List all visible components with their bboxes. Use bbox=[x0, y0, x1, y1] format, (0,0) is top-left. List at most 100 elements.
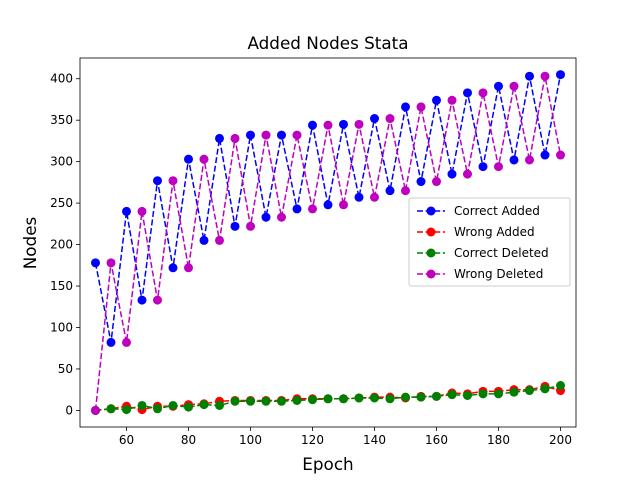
y-tick-label: 350 bbox=[50, 113, 73, 127]
data-point-wrong-deleted bbox=[416, 102, 426, 112]
data-point-correct-added bbox=[199, 235, 209, 245]
data-point-wrong-deleted bbox=[199, 154, 209, 164]
data-point-wrong-deleted bbox=[509, 81, 519, 91]
legend-label-wrong-deleted: Wrong Deleted bbox=[454, 267, 543, 281]
data-point-correct-deleted bbox=[246, 396, 255, 406]
data-point-wrong-deleted bbox=[494, 162, 503, 172]
data-point-correct-deleted bbox=[447, 390, 457, 400]
data-point-wrong-deleted bbox=[339, 200, 348, 210]
data-point-wrong-deleted bbox=[556, 150, 565, 160]
data-point-wrong-deleted bbox=[261, 130, 271, 140]
data-point-correct-deleted bbox=[168, 400, 178, 410]
data-point-correct-deleted bbox=[122, 405, 131, 415]
data-point-correct-added bbox=[323, 200, 333, 210]
data-point-correct-added bbox=[478, 162, 488, 172]
y-tick-label: 50 bbox=[58, 362, 73, 376]
x-tick-label: 180 bbox=[487, 433, 510, 447]
data-point-wrong-deleted bbox=[184, 263, 193, 273]
data-point-correct-deleted bbox=[277, 396, 286, 406]
data-point-correct-deleted bbox=[385, 394, 395, 404]
data-point-correct-added bbox=[246, 130, 255, 140]
y-tick-label: 400 bbox=[50, 72, 73, 86]
data-point-correct-added bbox=[416, 177, 426, 187]
data-point-wrong-deleted bbox=[540, 71, 550, 81]
x-tick-label: 120 bbox=[301, 433, 324, 447]
x-tick-label: 140 bbox=[363, 433, 386, 447]
data-point-correct-deleted bbox=[540, 384, 550, 394]
data-point-correct-deleted bbox=[308, 395, 317, 405]
data-point-wrong-deleted bbox=[168, 176, 178, 186]
legend-label-correct-added: Correct Added bbox=[454, 204, 540, 218]
data-point-correct-deleted bbox=[292, 395, 302, 405]
data-point-correct-deleted bbox=[432, 391, 441, 401]
data-point-correct-deleted bbox=[509, 387, 519, 397]
data-point-wrong-deleted bbox=[463, 169, 472, 179]
data-point-wrong-deleted bbox=[385, 114, 395, 124]
data-point-wrong-deleted bbox=[91, 405, 100, 415]
y-tick-label: 250 bbox=[50, 196, 73, 210]
x-tick-label: 160 bbox=[425, 433, 448, 447]
x-tick-label: 100 bbox=[239, 433, 262, 447]
legend-label-correct-deleted: Correct Deleted bbox=[454, 246, 549, 260]
data-point-correct-added bbox=[230, 221, 240, 231]
data-point-correct-added bbox=[308, 120, 317, 130]
data-point-correct-deleted bbox=[230, 396, 240, 406]
y-tick-label: 300 bbox=[50, 155, 73, 169]
data-point-correct-added bbox=[153, 176, 162, 186]
data-point-wrong-deleted bbox=[308, 204, 317, 214]
legend-marker-wrong-deleted bbox=[426, 269, 436, 279]
data-point-correct-added bbox=[509, 155, 519, 165]
data-point-correct-added bbox=[106, 337, 116, 347]
data-point-correct-added bbox=[122, 206, 131, 216]
data-point-correct-added bbox=[494, 81, 503, 91]
data-point-correct-added bbox=[184, 154, 193, 164]
plot-frame bbox=[79, 57, 577, 428]
data-point-correct-deleted bbox=[556, 381, 565, 391]
data-point-wrong-deleted bbox=[153, 295, 162, 305]
plot-area: 60 80 100 120 140 160 180 200 0 50 100 150 200 250 300… bbox=[50, 57, 577, 447]
data-point-correct-added bbox=[540, 150, 550, 160]
y-tick-label: 0 bbox=[65, 403, 73, 417]
data-point-correct-deleted bbox=[478, 389, 488, 399]
data-point-wrong-deleted bbox=[323, 120, 333, 130]
data-point-wrong-deleted bbox=[447, 95, 457, 105]
data-point-wrong-deleted bbox=[432, 177, 441, 187]
data-point-correct-deleted bbox=[137, 400, 147, 410]
data-point-correct-deleted bbox=[463, 390, 472, 400]
data-point-correct-deleted bbox=[106, 404, 116, 414]
data-point-correct-deleted bbox=[153, 404, 162, 414]
data-point-wrong-deleted bbox=[277, 212, 286, 222]
y-tick-label: 100 bbox=[50, 320, 73, 334]
data-point-correct-deleted bbox=[401, 392, 410, 402]
data-point-correct-deleted bbox=[494, 389, 503, 399]
data-point-correct-deleted bbox=[215, 400, 224, 410]
data-point-correct-added bbox=[277, 130, 286, 140]
data-point-correct-deleted bbox=[199, 400, 209, 410]
x-tick-label: 80 bbox=[181, 433, 196, 447]
legend: Correct Added Wrong Added Correct Deleted W… bbox=[408, 197, 571, 287]
x-tick-label: 60 bbox=[119, 433, 134, 447]
data-point-correct-added bbox=[370, 114, 379, 124]
data-point-correct-added bbox=[261, 212, 271, 222]
data-point-wrong-deleted bbox=[246, 221, 255, 231]
data-point-correct-added bbox=[292, 204, 302, 214]
data-point-correct-added bbox=[354, 192, 364, 202]
data-point-correct-deleted bbox=[354, 393, 364, 403]
chart-title: Added Nodes Stata bbox=[247, 33, 408, 53]
legend-marker-correct-deleted bbox=[426, 248, 436, 258]
data-point-wrong-deleted bbox=[354, 119, 364, 129]
data-point-wrong-deleted bbox=[230, 133, 240, 143]
data-point-correct-added bbox=[463, 88, 472, 98]
data-point-correct-added bbox=[137, 295, 147, 305]
data-point-correct-added bbox=[447, 169, 457, 179]
data-point-correct-deleted bbox=[261, 396, 271, 406]
data-point-wrong-deleted bbox=[525, 155, 534, 165]
data-point-wrong-deleted bbox=[215, 235, 224, 245]
data-point-correct-added bbox=[556, 70, 565, 80]
data-point-correct-deleted bbox=[416, 392, 426, 402]
data-point-correct-deleted bbox=[370, 393, 379, 403]
y-tick-label: 200 bbox=[50, 238, 73, 252]
data-point-wrong-deleted bbox=[106, 258, 116, 268]
data-point-correct-added bbox=[432, 95, 441, 105]
